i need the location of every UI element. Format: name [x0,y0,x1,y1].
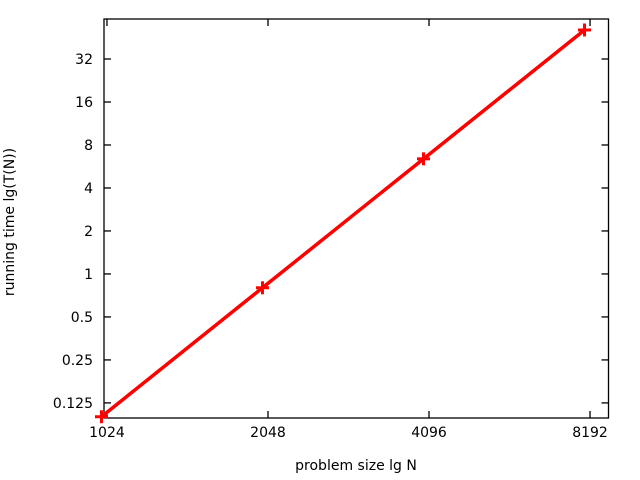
x-tick-label: 1024 [89,425,125,441]
data-point-marker [578,23,592,37]
y-tick-label: 1 [84,267,93,283]
y-tick-label: 0.125 [53,396,93,412]
data-point-marker [416,152,430,166]
data-point-marker [94,410,108,424]
x-tick-label: 8192 [572,425,608,441]
series-layer [94,23,592,424]
y-axis-label: running time lg(T(N)) [2,148,18,296]
x-axis-label: problem size lg N [295,458,417,474]
y-tick-label: 8 [84,138,93,154]
y-tick-label: 32 [75,52,93,68]
axes-layer: 1024 2048 4096 8192 0.125 0.25 0.5 1 2 4 8 16 32 [53,18,610,441]
plot-frame [103,18,610,419]
series-line [100,28,586,419]
x-tick-label: 4096 [411,425,447,441]
y-tick-label: 16 [75,95,93,111]
y-tick-label: 0.5 [71,310,93,326]
data-point-marker [255,281,269,295]
y-tick-label: 0.25 [62,353,93,369]
y-tick-label: 4 [84,181,93,197]
y-tick-label: 2 [84,224,93,240]
x-tick-label: 2048 [250,425,286,441]
